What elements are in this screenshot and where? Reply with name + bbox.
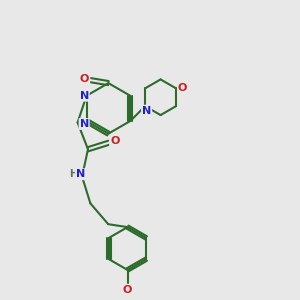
Text: N: N	[80, 119, 89, 129]
Text: H: H	[69, 169, 77, 179]
Text: O: O	[178, 83, 187, 93]
Text: O: O	[123, 285, 132, 295]
Text: O: O	[110, 136, 119, 146]
Text: N: N	[76, 169, 85, 179]
Text: O: O	[80, 74, 89, 84]
Text: N: N	[142, 106, 151, 116]
Text: N: N	[80, 91, 89, 101]
